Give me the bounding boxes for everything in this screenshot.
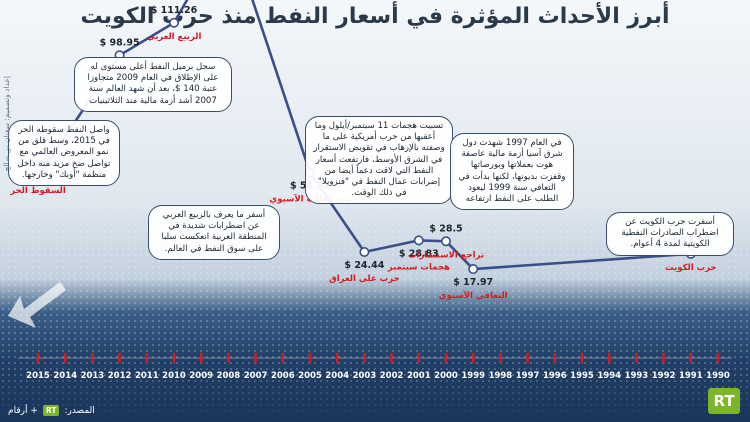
x-axis: 2015 2014 2013 2012 2011 2010 2009 2008 2007 2006… <box>18 353 732 381</box>
source-label: المصدر: <box>64 405 95 416</box>
year-label-2005: 2005 <box>298 371 322 381</box>
event-label-1991: حرب الكويت <box>665 263 716 273</box>
year-tick-2009 <box>200 353 203 363</box>
year-tick-1996 <box>553 353 556 363</box>
year-tick-1998 <box>499 353 502 363</box>
event-label-2010: الربيع العربي <box>147 32 202 42</box>
year-tick-1991 <box>689 353 692 363</box>
year-label-1995: 1995 <box>570 371 594 381</box>
design-credit: إعداد وتصميم: سفيان بن صالح <box>2 76 11 172</box>
note-2015-free-fall: واصل النفط سقوطه الحر في 2015، وسط قلق م… <box>8 120 120 186</box>
year-label-2002: 2002 <box>380 371 404 381</box>
year-label-1998: 1998 <box>489 371 513 381</box>
year-tick-2011 <box>145 353 148 363</box>
year-tick-1994 <box>608 353 611 363</box>
event-label-2000: تراجع الاستثمارات <box>408 250 484 260</box>
year-label-1993: 1993 <box>625 371 649 381</box>
year-label-2013: 2013 <box>81 371 105 381</box>
value-label-2012: $ 98.95 <box>100 37 140 48</box>
year-tick-2014 <box>64 353 67 363</box>
year-tick-2002 <box>390 353 393 363</box>
event-label-2001: هجمات سبتمبر <box>387 262 450 272</box>
note-1991-kuwait-war: أسفرت حرب الكويت عن اضطراب الصادرات النف… <box>606 212 734 256</box>
event-label-1999: التعافي الآسيوي <box>439 290 508 301</box>
year-label-2010: 2010 <box>162 371 186 381</box>
data-point-2001 <box>413 235 424 246</box>
rt-logo: RT <box>708 388 740 414</box>
year-label-1996: 1996 <box>543 371 567 381</box>
year-label-2012: 2012 <box>108 371 132 381</box>
arrow-icon <box>8 282 66 328</box>
year-label-2009: 2009 <box>189 371 213 381</box>
data-point-2003 <box>359 246 370 257</box>
arqam-label: + أرقام <box>8 405 38 416</box>
year-tick-1993 <box>635 353 638 363</box>
year-tick-2007 <box>254 353 257 363</box>
year-tick-1999 <box>472 353 475 363</box>
year-tick-2004 <box>336 353 339 363</box>
note-1997-asian-crisis: في العام 1997 شهدت دول شرق آسيا أزمة مال… <box>450 133 574 211</box>
year-tick-2010 <box>172 353 176 363</box>
event-label-2015: السقوط الحر <box>9 186 66 196</box>
data-point-2010 <box>169 17 180 28</box>
year-tick-1995 <box>580 353 584 363</box>
year-label-2008: 2008 <box>217 371 241 381</box>
value-label-2003: $ 24.44 <box>344 260 384 271</box>
value-label-2001: $ 28.83 <box>399 248 439 259</box>
value-label-2000: $ 28.5 <box>429 223 462 234</box>
year-label-2004: 2004 <box>325 371 349 381</box>
year-tick-2005 <box>308 353 312 363</box>
year-label-2001: 2001 <box>407 371 431 381</box>
year-label-1997: 1997 <box>516 371 540 381</box>
year-label-1999: 1999 <box>461 371 485 381</box>
note-2011-arab-spring: أسفر ما يعرف بالربيع العربي عن اضطرابات … <box>148 205 280 260</box>
year-tick-2000 <box>444 353 448 363</box>
year-label-1990: 1990 <box>706 371 730 381</box>
year-tick-2012 <box>118 353 121 363</box>
price-line <box>36 0 693 271</box>
rt-source-badge: RT <box>42 405 60 416</box>
year-label-1994: 1994 <box>597 371 621 381</box>
year-label-2014: 2014 <box>53 371 77 381</box>
footer-source: المصدر: RT + أرقام <box>8 405 95 416</box>
year-label-2011: 2011 <box>135 371 159 381</box>
event-label-2003: حرب على العراق <box>329 274 399 284</box>
note-2008-record: سجل برميل النفط أعلى مستوى له على الإطلا… <box>74 57 232 112</box>
year-tick-1997 <box>526 353 529 363</box>
year-label-1991: 1991 <box>679 371 703 381</box>
year-label-2006: 2006 <box>271 371 295 381</box>
year-tick-2013 <box>91 353 94 363</box>
year-label-2000: 2000 <box>434 371 458 381</box>
year-tick-1990 <box>716 353 720 363</box>
value-label-1999: $ 17.97 <box>453 277 493 288</box>
year-tick-1992 <box>662 353 665 363</box>
data-point-1999 <box>468 264 479 275</box>
year-tick-2015 <box>36 353 40 363</box>
year-tick-2003 <box>363 353 366 363</box>
value-label-2010: $ 111.26 <box>151 5 198 16</box>
data-point-2000 <box>440 236 451 247</box>
year-tick-2006 <box>281 353 284 363</box>
year-tick-2008 <box>227 353 230 363</box>
year-label-2007: 2007 <box>244 371 268 381</box>
year-label-2003: 2003 <box>353 371 377 381</box>
year-label-2015: 2015 <box>26 371 50 381</box>
year-label-1992: 1992 <box>652 371 676 381</box>
year-tick-2001 <box>417 353 420 363</box>
note-2001-september: تسببت هجمات 11 سبتمبر/أيلول وما أعقبها م… <box>305 116 453 205</box>
